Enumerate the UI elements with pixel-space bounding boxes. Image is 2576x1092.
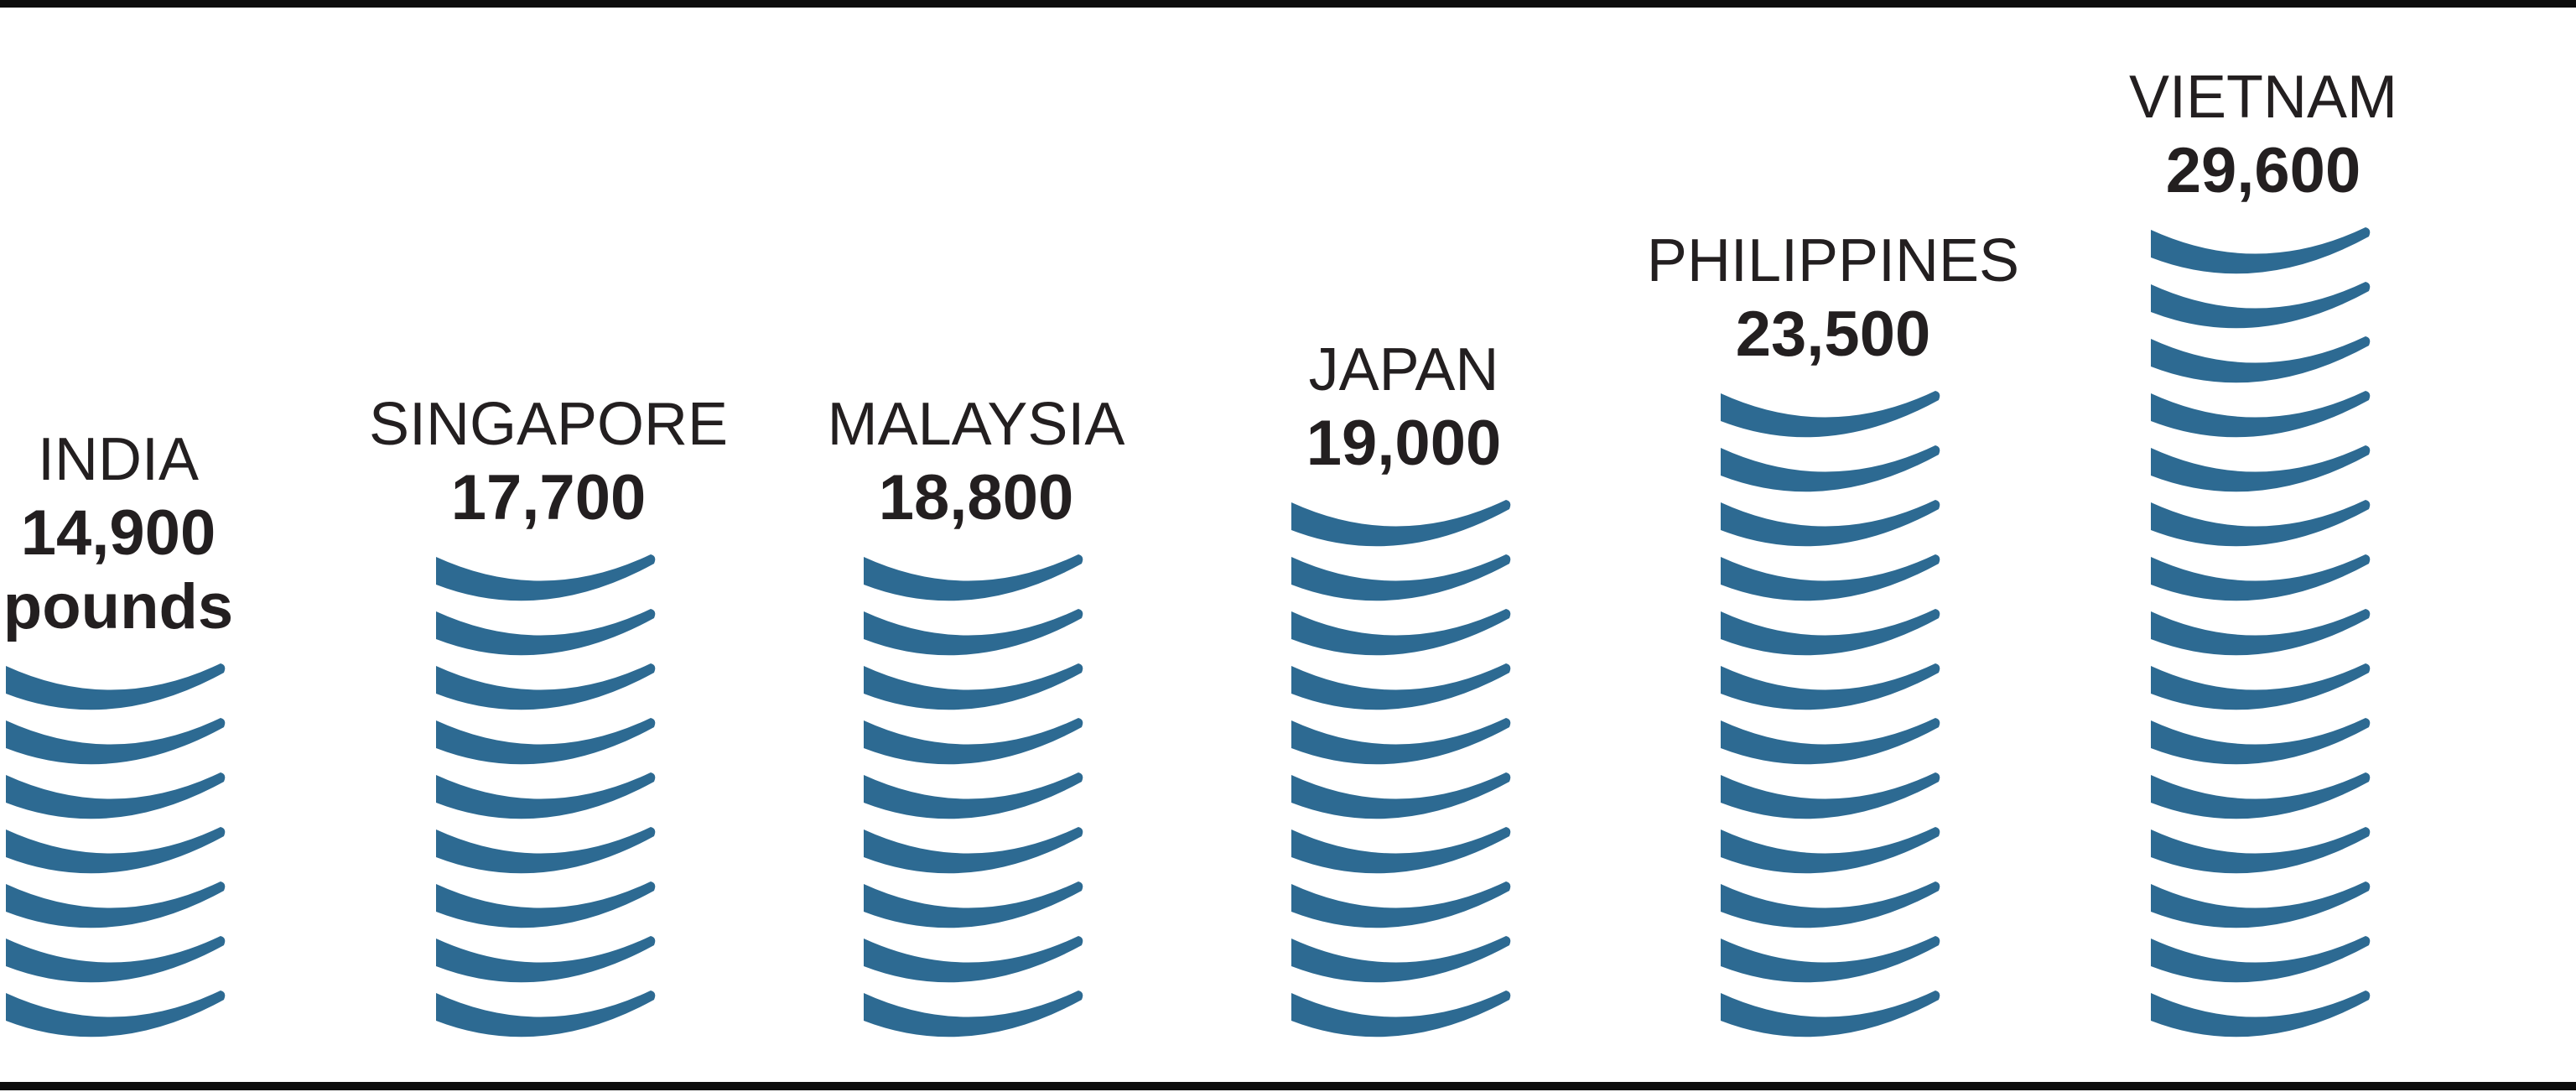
country-value-label: 18,800: [878, 462, 1074, 533]
stack-segment-icon: [2151, 445, 2371, 492]
stack-segment-icon: [2151, 936, 2371, 983]
stack-segment-icon: [436, 663, 656, 710]
country-name-label: SINGAPORE: [368, 391, 729, 458]
stack-segment-icon: [1721, 445, 1940, 492]
stack-segment-icon: [2151, 336, 2371, 383]
country-label-block: MALAYSIA 18,800: [828, 387, 1125, 535]
stack-segment-icon: [864, 827, 1083, 874]
stack-segment-icon: [1291, 772, 1511, 819]
country-group-vietnam: VIETNAM 29,600: [2129, 0, 2397, 1092]
country-value-label: 17,700: [450, 462, 647, 533]
stack-segment-icon: [2151, 500, 2371, 547]
stack-segment-icon: [6, 772, 226, 819]
country-group-japan: JAPAN 19,000: [1290, 0, 1518, 1092]
stack-segment-icon: [1291, 500, 1511, 547]
country-group-singapore: SINGAPORE 17,700: [369, 0, 728, 1092]
stack-segment-icon: [1721, 663, 1940, 710]
country-name-label: MALAYSIA: [827, 391, 1125, 458]
stack-segment-icon: [1291, 936, 1511, 983]
stack-segment-icon: [436, 991, 656, 1037]
stack-segment-icon: [2151, 282, 2371, 329]
stack-segment-icon: [1721, 881, 1940, 928]
stack-segment-icon: [2151, 227, 2371, 274]
stack-segment-icon: [6, 991, 226, 1037]
country-value-label: 23,500: [1735, 299, 1931, 370]
stack-segment-icon: [436, 936, 656, 983]
stack-segment-icon: [6, 881, 226, 928]
stack-segment-icon: [1291, 718, 1511, 765]
bottom-border-line: [0, 1082, 2576, 1090]
stack-segment-icon: [436, 718, 656, 765]
stack-segment-icon: [2151, 991, 2371, 1037]
stack-segment-icon: [1721, 772, 1940, 819]
stack-segment-icon: [436, 772, 656, 819]
stack-segment-icon: [864, 609, 1083, 656]
country-group-philippines: PHILIPPINES 23,500: [1647, 0, 2019, 1092]
stack-segment-icon: [1721, 500, 1940, 547]
country-name-label: VIETNAM: [2128, 64, 2398, 131]
stack-segment-icon: [1721, 827, 1940, 874]
stack-segment-icon: [2151, 554, 2371, 601]
country-label-block: PHILIPPINES 23,500: [1647, 224, 2019, 372]
stack-segment-icon: [2151, 391, 2371, 438]
country-value-label: 19,000: [1306, 408, 1502, 479]
stack-segment-icon: [864, 663, 1083, 710]
stack-segment-icon: [864, 936, 1083, 983]
stack-segment-icon: [436, 554, 656, 601]
stack-segment-icon: [6, 936, 226, 983]
country-label-block: VIETNAM 29,600: [2129, 60, 2397, 208]
stack-segment-icon: [2151, 881, 2371, 928]
stack-segment-icon: [2151, 718, 2371, 765]
stack-segment-icon: [1291, 609, 1511, 656]
stack-segment-icon: [1721, 609, 1940, 656]
country-name-label: JAPAN: [1308, 336, 1499, 403]
stack-segment-icon: [1721, 718, 1940, 765]
stack-segment-icon: [436, 827, 656, 874]
country-label-block: SINGAPORE 17,700: [369, 387, 728, 535]
stack-segment-icon: [1291, 663, 1511, 710]
stack-segment-icon: [2151, 663, 2371, 710]
unit-label: pounds: [3, 571, 234, 642]
stack-segment-icon: [1291, 881, 1511, 928]
stack-segment-icon: [1721, 936, 1940, 983]
stack-segment-icon: [1721, 554, 1940, 601]
stack-segment-icon: [1721, 391, 1940, 438]
stack-segment-icon: [6, 718, 226, 765]
stack-segment-icon: [864, 772, 1083, 819]
stack-segment-icon: [1721, 991, 1940, 1037]
country-value-label: 29,600: [2165, 135, 2361, 206]
country-label-block: INDIA 14,900 pounds: [3, 423, 233, 644]
stack-segment-icon: [1291, 554, 1511, 601]
stack-segment-icon: [864, 881, 1083, 928]
stack-segment-icon: [436, 609, 656, 656]
country-label-block: JAPAN 19,000: [1306, 333, 1501, 481]
country-name-label: INDIA: [37, 426, 200, 493]
stack-segment-icon: [2151, 609, 2371, 656]
stack-segment-icon: [864, 554, 1083, 601]
stack-segment-icon: [6, 827, 226, 874]
stack-segment-icon: [436, 881, 656, 928]
stack-segment-icon: [864, 718, 1083, 765]
country-group-india: INDIA 14,900 pounds: [3, 0, 233, 1092]
stack-segment-icon: [2151, 772, 2371, 819]
stack-segment-icon: [864, 991, 1083, 1037]
stack-segment-icon: [6, 663, 226, 710]
stack-segment-icon: [1291, 827, 1511, 874]
stack-segment-icon: [2151, 827, 2371, 874]
top-border-line: [0, 0, 2576, 8]
country-group-malaysia: MALAYSIA 18,800: [828, 0, 1124, 1092]
country-value-label: 14,900: [20, 497, 216, 569]
stack-segment-icon: [1291, 991, 1511, 1037]
country-name-label: PHILIPPINES: [1646, 227, 2020, 294]
